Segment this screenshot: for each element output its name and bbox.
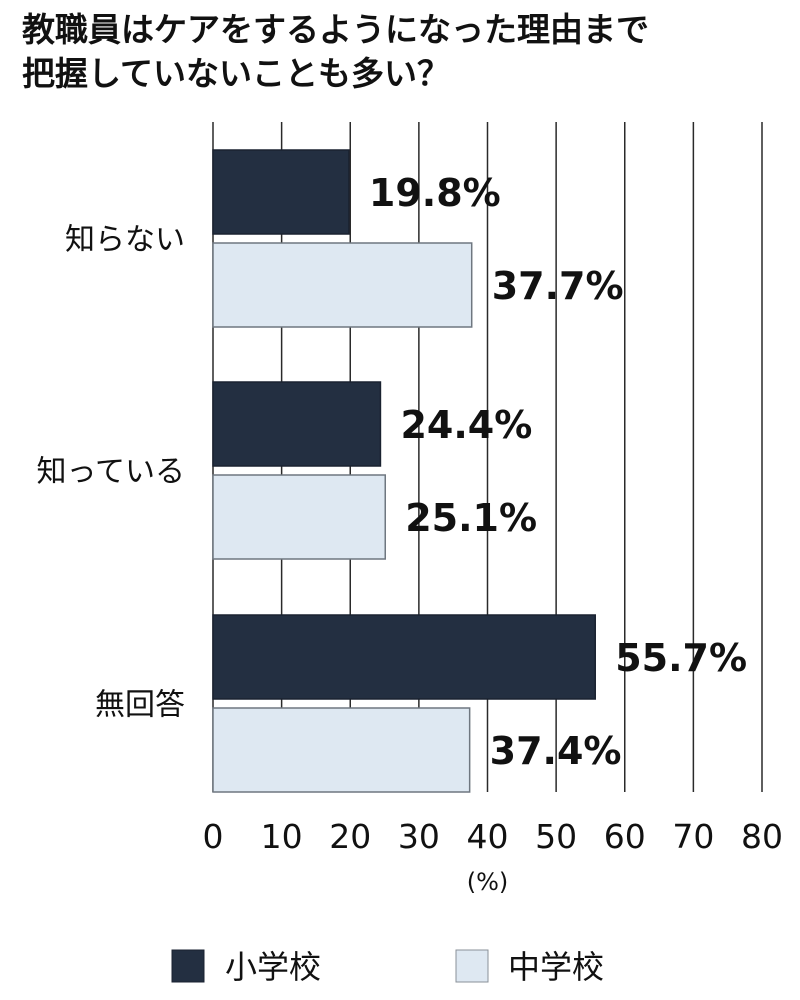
value-label: 19.8% <box>369 171 501 215</box>
value-label: 25.1% <box>405 496 537 540</box>
legend: 小学校 中学校 <box>171 948 604 986</box>
legend-swatch-0 <box>171 949 205 983</box>
x-tick-label: 60 <box>604 817 646 856</box>
x-tick-label: 10 <box>261 817 303 856</box>
bar-junior-high-1 <box>212 474 386 560</box>
chart-title-line-2: 把握していないことも多い？ <box>22 54 451 93</box>
bar-elementary-1 <box>212 381 382 467</box>
bar-elementary-2 <box>212 614 596 700</box>
chart-title-line-1: 教職員はケアをするようになった理由まで <box>22 10 649 49</box>
bar-junior-high-0 <box>212 242 473 328</box>
bar-elementary-0 <box>212 149 350 235</box>
x-tick-label: 20 <box>329 817 371 856</box>
category-label: 知らない <box>65 223 185 258</box>
bar-junior-high-2 <box>212 707 471 793</box>
x-tick-label: 50 <box>535 817 577 856</box>
x-axis-ticks: 0 10 20 30 40 50 60 70 80 <box>203 817 784 856</box>
value-label: 24.4% <box>400 403 532 447</box>
x-tick-label: 30 <box>398 817 440 856</box>
bars <box>212 149 596 793</box>
x-tick-label: 70 <box>672 817 714 856</box>
value-labels: 19.8% 37.7% 24.4% 25.1% 55.7% 37.4% <box>369 171 747 773</box>
category-label: 知っている <box>37 455 186 490</box>
chart-title: 教職員はケアをするようになった理由まで 把握していないことも多い？ <box>22 8 792 96</box>
legend-swatch-1 <box>455 949 489 983</box>
x-tick-label: 0 <box>203 817 224 856</box>
value-label: 37.7% <box>492 264 624 308</box>
x-tick-label: 80 <box>741 817 783 856</box>
x-tick-label: 40 <box>467 817 509 856</box>
legend-label-0: 小学校 <box>225 948 321 986</box>
value-label: 37.4% <box>490 729 622 773</box>
category-label: 無回答 <box>95 688 185 723</box>
value-label: 55.7% <box>615 636 747 680</box>
x-axis-unit: (%) <box>467 868 509 896</box>
legend-label-1: 中学校 <box>508 948 604 986</box>
